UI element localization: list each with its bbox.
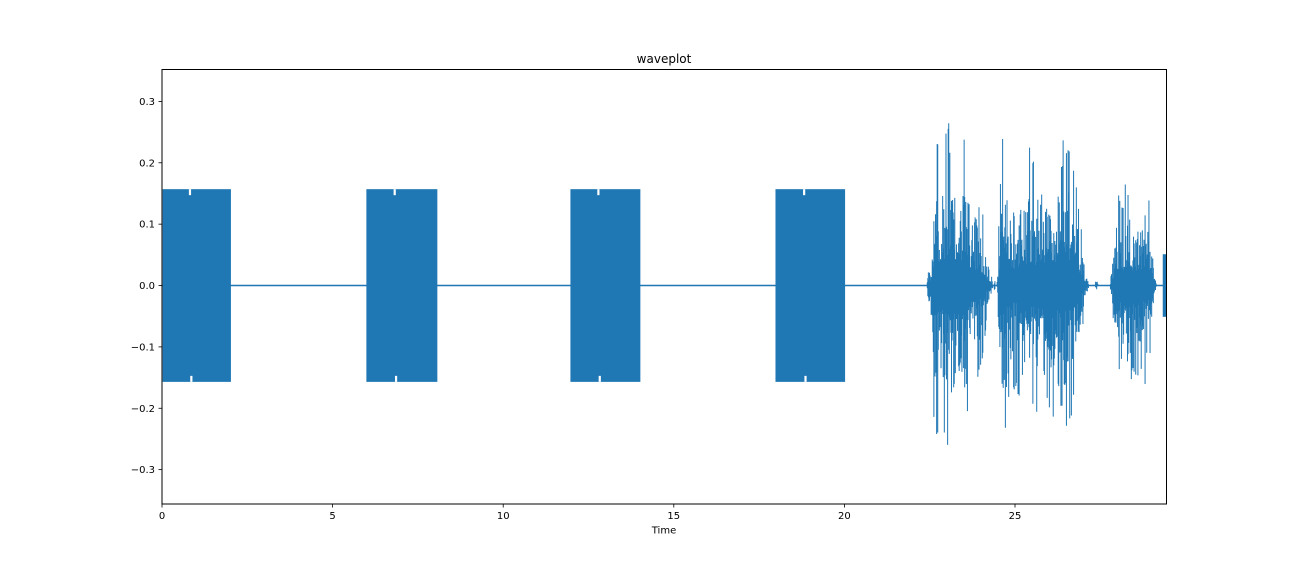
- burst-notch-bottom: [598, 375, 601, 382]
- burst-notch-bottom: [394, 375, 398, 382]
- burst-notch-bottom: [804, 375, 807, 382]
- y-tick-label: 0.0: [139, 281, 155, 292]
- tone-burst: [570, 189, 641, 382]
- y-tick-label: −0.1: [131, 342, 155, 353]
- tone-burst: [366, 189, 438, 382]
- y-tick-label: −0.2: [131, 404, 155, 415]
- y-tick-label: 0.3: [139, 97, 155, 108]
- x-tick-label: 20: [838, 511, 851, 522]
- speech-waveform: [926, 123, 1158, 445]
- x-tick-label: 10: [497, 511, 510, 522]
- burst-notch-top: [393, 189, 396, 196]
- x-tick-label: 0: [159, 511, 165, 522]
- tone-burst: [1162, 254, 1167, 317]
- burst-notch-top: [803, 189, 806, 196]
- axes-spines: [161, 69, 1167, 505]
- burst-notch-bottom: [190, 375, 193, 382]
- burst-notch-top: [188, 189, 192, 196]
- y-tick-label: 0.2: [139, 158, 155, 169]
- burst-notch-top: [597, 189, 600, 196]
- y-tick-label: 0.1: [139, 220, 155, 231]
- waveform-layer: [162, 123, 1167, 445]
- y-tick-label: −0.3: [131, 465, 155, 476]
- x-axis-label: Time: [651, 526, 676, 537]
- x-tick-label: 25: [1009, 511, 1022, 522]
- x-tick-label: 5: [329, 511, 335, 522]
- x-tick-label: 15: [667, 511, 680, 522]
- tone-burst: [162, 189, 231, 382]
- chart-title: waveplot: [637, 52, 692, 66]
- tone-burst: [775, 189, 846, 382]
- tick-layer: 0 5 10 15 20 25 0.3 0.2 0.1 0.0 −0.1 −0.2 −0.3: [131, 97, 1022, 522]
